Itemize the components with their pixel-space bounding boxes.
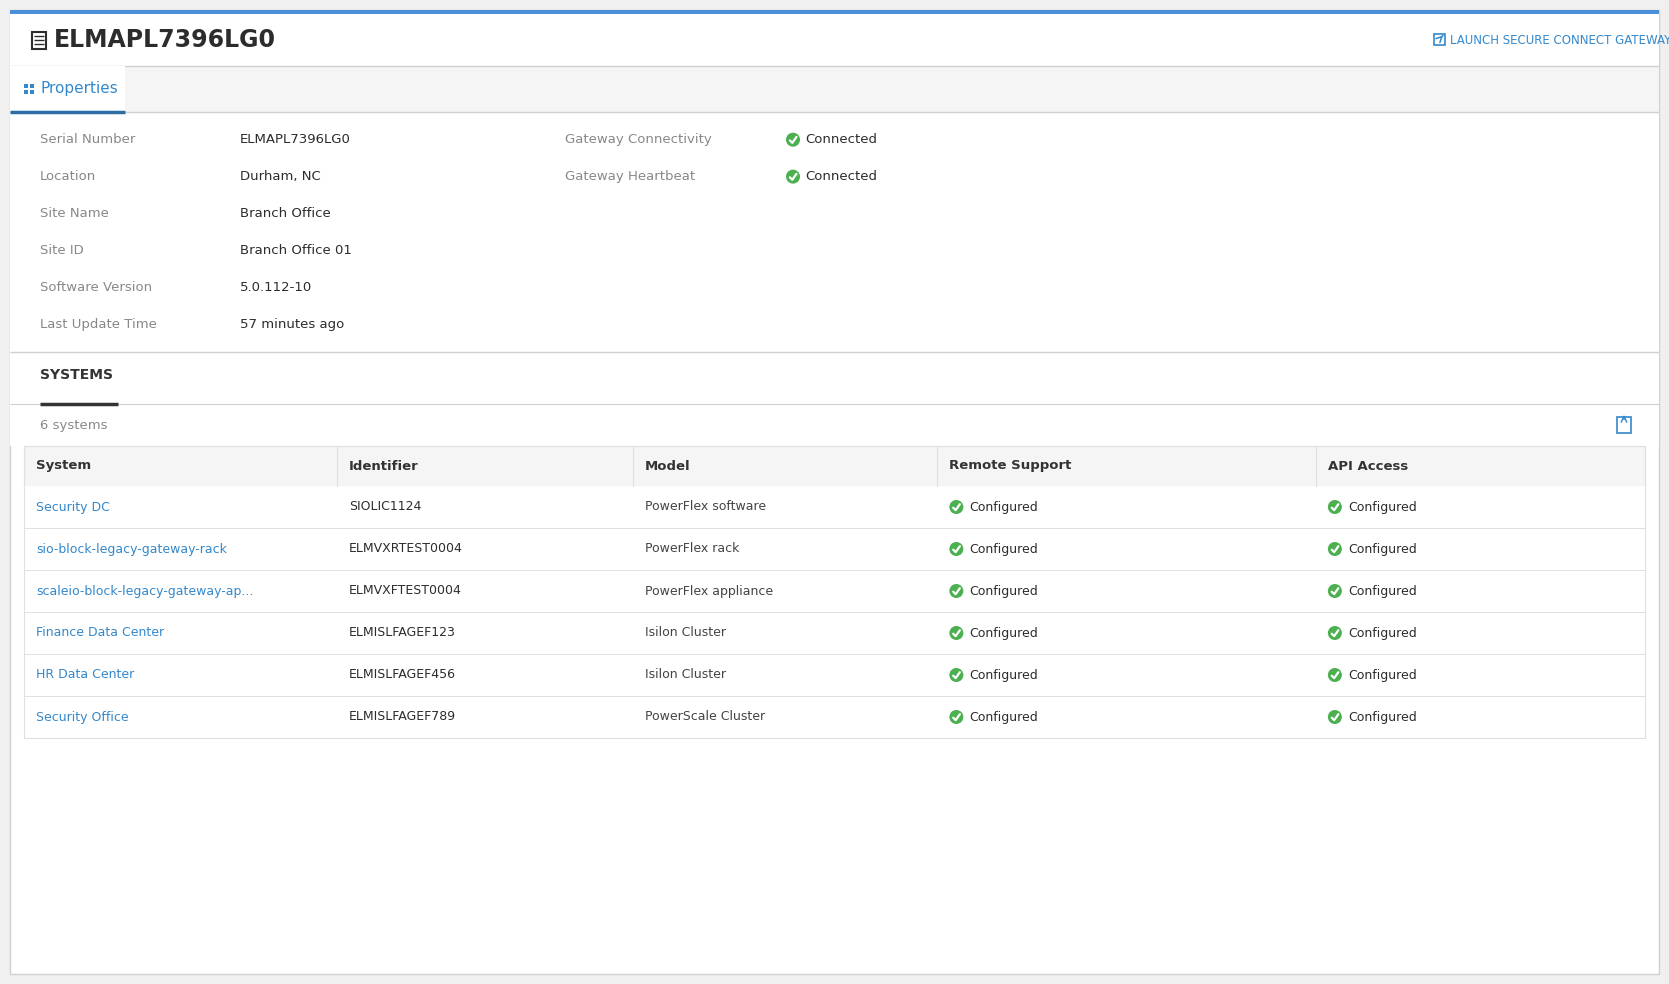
Text: Isilon Cluster: Isilon Cluster	[644, 668, 726, 682]
Circle shape	[950, 626, 963, 640]
FancyBboxPatch shape	[23, 446, 1646, 486]
Text: API Access: API Access	[1329, 460, 1409, 472]
FancyBboxPatch shape	[10, 10, 1659, 974]
FancyBboxPatch shape	[10, 10, 1659, 14]
FancyBboxPatch shape	[23, 696, 1646, 738]
FancyBboxPatch shape	[23, 486, 1646, 528]
Text: Branch Office 01: Branch Office 01	[240, 244, 352, 257]
Text: Serial Number: Serial Number	[40, 133, 135, 147]
FancyBboxPatch shape	[30, 84, 33, 88]
Text: Location: Location	[40, 170, 97, 183]
Text: 5.0.112-10: 5.0.112-10	[240, 280, 312, 294]
FancyBboxPatch shape	[23, 654, 1646, 696]
Text: ELMAPL7396LG0: ELMAPL7396LG0	[240, 133, 350, 147]
FancyBboxPatch shape	[30, 90, 33, 94]
Circle shape	[950, 542, 963, 556]
Text: Properties: Properties	[40, 82, 118, 96]
Circle shape	[786, 169, 799, 184]
Text: Model: Model	[644, 460, 691, 472]
FancyBboxPatch shape	[23, 84, 28, 88]
Text: Site ID: Site ID	[40, 244, 83, 257]
Text: LAUNCH SECURE CONNECT GATEWAY UI: LAUNCH SECURE CONNECT GATEWAY UI	[1450, 33, 1669, 46]
Text: Configured: Configured	[1349, 668, 1417, 682]
Text: Software Version: Software Version	[40, 280, 152, 294]
FancyBboxPatch shape	[10, 112, 1659, 352]
Text: 6 systems: 6 systems	[40, 418, 107, 432]
FancyBboxPatch shape	[23, 528, 1646, 570]
FancyBboxPatch shape	[10, 404, 1659, 446]
FancyBboxPatch shape	[10, 66, 125, 112]
Text: Connected: Connected	[804, 170, 876, 183]
FancyBboxPatch shape	[23, 90, 28, 94]
FancyBboxPatch shape	[10, 352, 1659, 404]
Text: Configured: Configured	[970, 542, 1038, 556]
Text: Branch Office: Branch Office	[240, 207, 330, 220]
Text: Configured: Configured	[970, 501, 1038, 514]
Text: Site Name: Site Name	[40, 207, 108, 220]
Circle shape	[950, 710, 963, 724]
Text: Durham, NC: Durham, NC	[240, 170, 320, 183]
Text: Configured: Configured	[1349, 710, 1417, 723]
Text: Configured: Configured	[1349, 627, 1417, 640]
Circle shape	[950, 584, 963, 598]
Text: PowerFlex rack: PowerFlex rack	[644, 542, 739, 556]
Text: Isilon Cluster: Isilon Cluster	[644, 627, 726, 640]
Circle shape	[1329, 626, 1342, 640]
Text: ELMVXFTEST0004: ELMVXFTEST0004	[349, 584, 462, 597]
Text: Gateway Heartbeat: Gateway Heartbeat	[566, 170, 694, 183]
Circle shape	[1329, 710, 1342, 724]
Text: Configured: Configured	[1349, 542, 1417, 556]
Text: Configured: Configured	[970, 668, 1038, 682]
Circle shape	[1329, 668, 1342, 682]
Text: scaleio-block-legacy-gateway-ap...: scaleio-block-legacy-gateway-ap...	[37, 584, 254, 597]
Text: Gateway Connectivity: Gateway Connectivity	[566, 133, 711, 147]
FancyBboxPatch shape	[10, 66, 1659, 112]
Text: 57 minutes ago: 57 minutes ago	[240, 318, 344, 331]
Text: System: System	[37, 460, 92, 472]
FancyBboxPatch shape	[10, 14, 1659, 66]
Text: ELMISLFAGEF123: ELMISLFAGEF123	[349, 627, 456, 640]
FancyBboxPatch shape	[23, 570, 1646, 612]
Text: Configured: Configured	[970, 584, 1038, 597]
Text: Configured: Configured	[970, 627, 1038, 640]
Circle shape	[950, 668, 963, 682]
Text: Remote Support: Remote Support	[950, 460, 1071, 472]
Text: ELMVXRTEST0004: ELMVXRTEST0004	[349, 542, 462, 556]
Text: Last Update Time: Last Update Time	[40, 318, 157, 331]
Text: ELMAPL7396LG0: ELMAPL7396LG0	[53, 28, 275, 52]
Text: ELMISLFAGEF456: ELMISLFAGEF456	[349, 668, 456, 682]
Text: Connected: Connected	[804, 133, 876, 147]
Text: PowerFlex appliance: PowerFlex appliance	[644, 584, 773, 597]
Text: Configured: Configured	[1349, 584, 1417, 597]
Text: Configured: Configured	[970, 710, 1038, 723]
Text: Finance Data Center: Finance Data Center	[37, 627, 164, 640]
Circle shape	[786, 133, 799, 147]
Text: PowerFlex software: PowerFlex software	[644, 501, 766, 514]
FancyBboxPatch shape	[23, 612, 1646, 654]
Text: PowerScale Cluster: PowerScale Cluster	[644, 710, 764, 723]
Text: Security DC: Security DC	[37, 501, 110, 514]
Circle shape	[1329, 584, 1342, 598]
Text: ELMISLFAGEF789: ELMISLFAGEF789	[349, 710, 456, 723]
Text: sio-block-legacy-gateway-rack: sio-block-legacy-gateway-rack	[37, 542, 227, 556]
Text: Identifier: Identifier	[349, 460, 419, 472]
Circle shape	[1329, 542, 1342, 556]
Text: SIOLIC1124: SIOLIC1124	[349, 501, 421, 514]
Text: Security Office: Security Office	[37, 710, 129, 723]
Text: SYSTEMS: SYSTEMS	[40, 368, 113, 383]
Circle shape	[1329, 500, 1342, 514]
Text: HR Data Center: HR Data Center	[37, 668, 134, 682]
Text: Configured: Configured	[1349, 501, 1417, 514]
Circle shape	[950, 500, 963, 514]
